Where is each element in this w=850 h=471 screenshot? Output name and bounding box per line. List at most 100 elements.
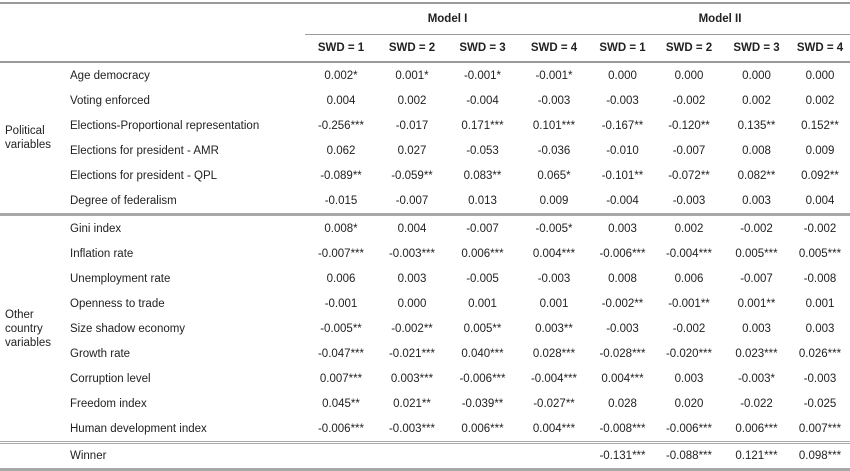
coefficient-cell: 0.002 [742, 94, 771, 107]
coefficient-cell: -0.001** [668, 297, 710, 310]
coefficient-cell: 0.021** [393, 397, 431, 410]
coefficient-cell: 0.001* [395, 69, 429, 82]
coefficient-cell: -0.015 [324, 194, 358, 207]
coefficient-cell: -0.003 [537, 94, 571, 107]
variable-label: Openness to trade [70, 297, 165, 310]
coefficient-cell: 0.001** [737, 297, 776, 310]
coefficient-cell: -0.002 [672, 94, 706, 107]
variable-label: Elections-Proportional representation [70, 119, 260, 132]
coefficient-cell: -0.053 [466, 144, 499, 157]
variable-label: Elections for president - AMR [70, 144, 219, 157]
coefficient-cell: 0.082** [737, 169, 776, 182]
coefficient-cell: 0.152** [801, 119, 839, 132]
variable-label: Corruption level [70, 372, 151, 385]
coefficient-cell: -0.101** [601, 169, 644, 182]
coefficient-cell: 0.135** [737, 119, 776, 132]
coefficient-cell: -0.002 [790, 213, 850, 241]
coefficient-cell: 0.003*** [390, 372, 434, 385]
coefficient-cell: 0.004 [377, 213, 447, 241]
column-header: SWD = 3 [723, 34, 790, 63]
table-row: Other country variables Gini index 0.008* 0… [0, 213, 850, 443]
coefficient-cell: -0.001 [324, 297, 358, 310]
coefficient-cell: -0.256*** [317, 119, 365, 132]
coefficient-cell: -0.007 [447, 213, 518, 241]
variable-label: Age democracy [70, 69, 150, 82]
table-row: Inflation rate -0.007*** -0.003*** 0.006***… [0, 241, 850, 266]
column-header: SWD = 3 [447, 34, 518, 63]
table-row: Voting enforced 0.004 0.002 -0.004 -0.003 -0.… [0, 88, 850, 113]
coefficient-cell: 0.003 [397, 272, 427, 285]
coefficient-cell: -0.017 [395, 119, 429, 132]
coefficient-cell: 0.008* [305, 213, 377, 241]
table-row: Human development index -0.006*** -0.003**… [0, 416, 850, 443]
variable-label: Gini index [62, 213, 305, 241]
coefficient-cell: -0.167** [601, 119, 644, 132]
table-row: Corruption level 0.007*** 0.003*** -0.006**… [0, 366, 850, 391]
coefficient-cell: 0.009 [539, 194, 569, 207]
table-row: Growth rate -0.047*** -0.021*** 0.040*** 0.0… [0, 341, 850, 366]
coefficient-cell: 0.006*** [735, 422, 778, 435]
coefficient-cell: -0.008 [803, 272, 837, 285]
coefficient-cell: 0.005*** [798, 247, 842, 260]
variable-label: Inflation rate [70, 247, 134, 260]
coefficient-cell: -0.007 [672, 144, 706, 157]
coefficient-cell: 0.007*** [798, 422, 842, 435]
coefficient-cell: 0.001 [539, 297, 569, 310]
coefficient-cell: -0.020*** [665, 347, 713, 360]
column-header: SWD = 2 [377, 34, 447, 63]
table-row: Elections for president - AMR 0.062 0.027 -… [0, 138, 850, 163]
coefficient-cell: 0.002 [655, 213, 723, 241]
empty-cell [0, 441, 62, 471]
table-row: Elections-Proportional representation -0.… [0, 113, 850, 138]
coefficient-cell: 0.026*** [798, 347, 842, 360]
column-header: SWD = 4 [790, 34, 850, 63]
coefficient-cell: 0.003 [805, 322, 835, 335]
winner-row: Winner -0.131*** -0.088*** 0.121*** 0.098*** [0, 441, 850, 471]
coefficient-cell: -0.005** [320, 322, 362, 335]
table-row: Degree of federalism -0.015 -0.007 0.013 0.0… [0, 188, 850, 215]
coefficient-cell: -0.003 [537, 272, 571, 285]
coefficient-cell: -0.089** [320, 169, 362, 182]
variable-label: Growth rate [70, 347, 131, 360]
coefficient-cell [447, 441, 518, 471]
coefficient-cell: 0.006 [674, 272, 704, 285]
coefficient-cell: 0.013 [468, 194, 497, 207]
coefficient-cell [305, 441, 377, 471]
variable-label: Degree of federalism [70, 194, 177, 207]
coefficient-cell: 0.045** [322, 397, 360, 410]
table-row: Elections for president - QPL -0.089** -0.… [0, 163, 850, 188]
variable-label: Freedom index [70, 397, 147, 410]
coefficient-cell: -0.001* [463, 69, 502, 82]
coefficient-cell: 0.003 [742, 322, 771, 335]
coefficient-cell: -0.120** [668, 119, 710, 132]
coefficient-cell: -0.006*** [665, 422, 713, 435]
coefficient-cell: 0.062 [326, 144, 356, 157]
coefficient-cell: 0.005*** [735, 247, 778, 260]
coefficient-cell: 0.003 [674, 372, 704, 385]
coefficient-cell: 0.004*** [532, 247, 576, 260]
variable-label: Unemployment rate [70, 272, 171, 285]
coefficient-cell: 0.005** [463, 322, 502, 335]
variable-label: Size shadow economy [70, 322, 186, 335]
coefficient-cell: -0.059** [391, 169, 433, 182]
coefficient-cell: 0.098*** [790, 441, 850, 471]
table-row: Freedom index 0.045** 0.021** -0.039** -0.02… [0, 391, 850, 416]
coefficient-cell: 0.002 [397, 94, 427, 107]
coefficient-cell: 0.004*** [532, 422, 576, 435]
coefficient-cell: 0.003** [535, 322, 573, 335]
coefficient-cell: 0.002* [324, 69, 358, 82]
table-row: Size shadow economy -0.005** -0.002** 0.005… [0, 316, 850, 341]
coefficient-cell: -0.039** [461, 397, 504, 410]
table-row: Unemployment rate 0.006 0.003 -0.005 -0.003 0… [0, 266, 850, 291]
coefficient-cell: -0.003*** [388, 247, 436, 260]
coefficient-cell: -0.008*** [599, 422, 646, 435]
coefficient-cell: 0.027 [397, 144, 427, 157]
variable-label: Winner [62, 441, 305, 471]
coefficient-cell: -0.003 [803, 372, 837, 385]
table-row: Political variables Age democracy 0.002* 0.… [0, 62, 850, 152]
variable-label: Voting enforced [70, 94, 150, 107]
corner-cell [0, 3, 305, 35]
coefficient-cell: -0.006*** [317, 422, 365, 435]
coefficient-cell: 0.006*** [461, 247, 504, 260]
